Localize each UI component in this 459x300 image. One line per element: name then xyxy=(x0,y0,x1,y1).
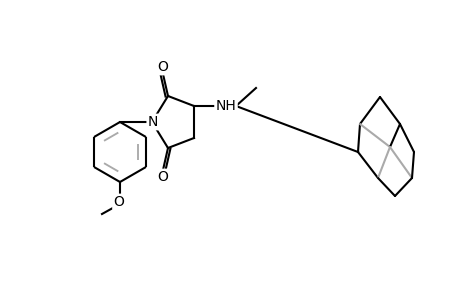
Text: NH: NH xyxy=(215,99,236,113)
Text: O: O xyxy=(157,60,168,74)
Text: N: N xyxy=(147,115,158,129)
Text: O: O xyxy=(113,195,124,209)
Text: O: O xyxy=(157,170,168,184)
